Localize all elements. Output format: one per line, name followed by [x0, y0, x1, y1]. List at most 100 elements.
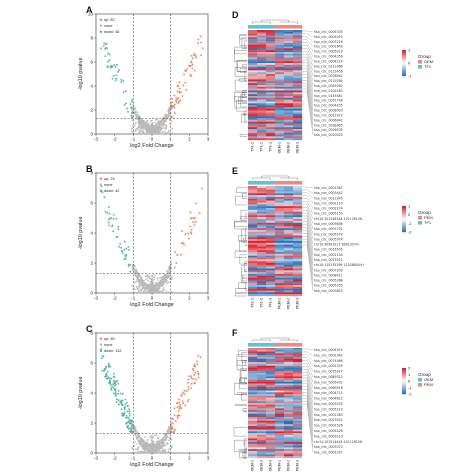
point-none: [139, 436, 141, 439]
heatmap-cell: [257, 219, 267, 221]
point-up: [182, 84, 185, 87]
row-label: hsa_circ_0004715: [314, 391, 343, 395]
point-none: [161, 124, 164, 127]
point-up: [190, 377, 193, 380]
point-none: [151, 440, 154, 443]
heatmap-cell: [293, 248, 303, 251]
heatmap-cell: [248, 392, 258, 395]
color-scale-tick: -1: [408, 221, 412, 226]
heatmap-cell: [293, 31, 303, 34]
heatmap-cell: [248, 53, 258, 56]
heatmap-cell: [266, 436, 276, 439]
point-none: [134, 428, 136, 431]
heatmap-cell: [266, 408, 276, 411]
heatmap-cell: [293, 452, 303, 455]
point-none: [168, 437, 171, 440]
point-none: [149, 452, 152, 454]
heatmap-cell: [293, 110, 303, 113]
point-down: [128, 412, 131, 415]
point-up: [187, 237, 190, 240]
heatmap-cell: [284, 66, 294, 69]
heatmap-cell: [284, 420, 294, 423]
heatmap-cell: [275, 215, 285, 218]
heatmap-cell: [293, 66, 303, 69]
heatmap-cell: [266, 44, 276, 47]
heatmap-cell: [275, 257, 285, 260]
heatmap-cell: [248, 401, 258, 404]
y-tick-label: 4: [90, 391, 93, 396]
heatmap-cell: [275, 259, 285, 262]
heatmap-cell: [284, 198, 294, 201]
point-up: [181, 230, 184, 233]
points: [100, 185, 204, 294]
point-none: [142, 123, 145, 125]
point-none: [146, 439, 149, 441]
heatmap-cell: [284, 454, 294, 457]
heatmap-cell: [275, 222, 285, 225]
heatmap-cell: [257, 440, 267, 443]
point-none: [164, 129, 166, 132]
x-tick-label: 2: [188, 137, 191, 142]
row-label-leader: [302, 195, 314, 204]
heatmap-cell: [248, 390, 258, 393]
panel-label: B: [86, 164, 93, 174]
point-up: [174, 420, 177, 423]
heatmap-cell: [284, 250, 294, 253]
heatmap-cell: [275, 231, 285, 234]
row-label-leader: [302, 33, 314, 38]
x-tick-label: -2: [113, 456, 117, 461]
heatmap-cell: [266, 244, 276, 247]
heatmap-cell: [284, 35, 294, 38]
heatmap-cell: [293, 443, 303, 446]
group-annotation-bar: [248, 343, 303, 347]
point-down: [102, 44, 105, 47]
point-down: [100, 348, 103, 351]
legend-swatch-down: [99, 189, 103, 192]
heatmap-cell: [284, 275, 294, 278]
column-label: TF1-2: [260, 142, 264, 152]
heatmap-cell: [293, 408, 303, 411]
color-scale-step: [402, 377, 406, 379]
point-none: [157, 285, 160, 288]
heatmap-cell: [266, 401, 276, 404]
heatmap-cell: [257, 372, 267, 375]
color-scale-step: [402, 74, 406, 77]
row-label-leader: [302, 39, 314, 47]
point-down: [113, 381, 116, 384]
heatmap-cell: [284, 449, 294, 452]
heatmap-cell: [293, 90, 303, 93]
heatmap-cell: [248, 257, 258, 260]
heatmap-cell: [248, 101, 258, 104]
heatmap-cell: [248, 360, 258, 363]
color-scale-step: [402, 206, 406, 208]
heatmap-cell: [284, 134, 294, 137]
point-none: [131, 124, 134, 127]
point-none: [165, 124, 167, 127]
heatmap-cell: [284, 349, 294, 352]
heatmap-cell: [275, 417, 285, 420]
heatmap-cell: [266, 209, 276, 212]
point-none: [149, 437, 152, 439]
heatmap-cell: [275, 410, 285, 413]
heatmap-cell: [275, 371, 285, 373]
dendrogram-branch: [239, 254, 247, 265]
row-label: hsa_circ_0001325: [314, 364, 343, 368]
heatmap-cell: [275, 228, 285, 231]
point-up: [187, 232, 190, 235]
heatmap-cell: [257, 392, 267, 395]
color-scale-tick: -2: [408, 392, 412, 397]
dendrogram-branch: [239, 368, 247, 383]
point-none: [164, 281, 167, 284]
point-down: [131, 116, 134, 119]
point-down: [117, 225, 120, 228]
dendrogram-branch: [244, 410, 247, 413]
point-none: [137, 272, 140, 275]
heatmap-cell: [248, 403, 258, 405]
point-none: [167, 111, 170, 114]
row-label: chr10:90403211-89413374-: [314, 243, 359, 247]
heatmap-cell: [275, 281, 285, 284]
point-none: [134, 133, 136, 135]
point-up: [200, 54, 202, 57]
